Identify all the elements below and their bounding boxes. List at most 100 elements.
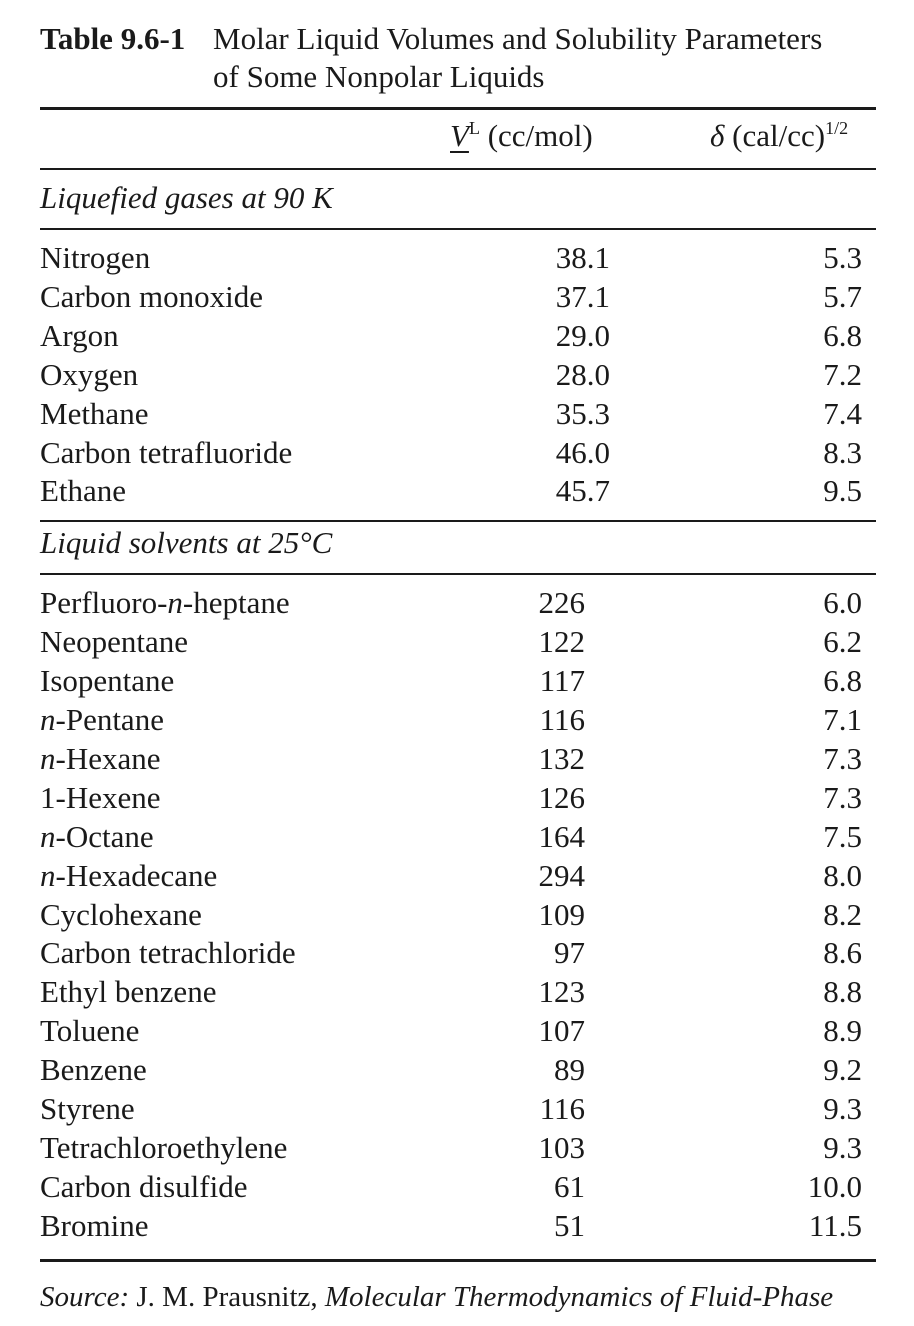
- molar-volume-value: 122: [538, 624, 586, 660]
- table-row: 1-Hexene 126 7.3: [40, 778, 876, 817]
- table-row: Toluene 107 8.9: [40, 1011, 876, 1050]
- liquid-name: Tetrachloroethylene: [40, 1129, 288, 1165]
- table-row: Tetrachloroethylene 103 9.3: [40, 1128, 876, 1167]
- solubility-parameter-value: 10.0: [807, 1168, 862, 1204]
- solubility-parameter-value: 6.8: [823, 317, 862, 353]
- solubility-parameter-value: 5.7: [823, 278, 862, 314]
- solubility-parameter-value: 9.3: [823, 1129, 862, 1165]
- table-row: Carbon tetrachloride 97 8.6: [40, 933, 876, 972]
- table-row: Ethyl benzene 123 8.8: [40, 972, 876, 1011]
- liquid-name: n-Pentane: [40, 702, 164, 737]
- section-heading: Liquefied gases at 90 K: [40, 180, 333, 215]
- molar-volume-value: 117: [539, 663, 585, 699]
- bottom-rule: [40, 1259, 876, 1262]
- solubility-parameter-value: 7.5: [823, 818, 862, 854]
- liquid-name: Nitrogen: [40, 240, 151, 275]
- section-end-rule: [40, 520, 876, 522]
- molar-volume-value: 107: [538, 1013, 586, 1049]
- liquid-name: Ethyl benzene: [40, 974, 217, 1010]
- molar-volume-value: 89: [554, 1052, 585, 1088]
- solubility-parameter-value: 8.0: [823, 857, 862, 893]
- molar-volume-value: 132: [538, 740, 586, 776]
- liquid-name: Cyclohexane: [40, 896, 202, 932]
- molar-volume-value: 164: [538, 818, 586, 854]
- table-row: Cyclohexane 109 8.2: [40, 895, 876, 934]
- liquid-name: n-Hexadecane: [40, 857, 218, 893]
- liquid-name: Styrene: [40, 1091, 135, 1126]
- table-row: Ethane 45.7 9.5: [40, 471, 876, 510]
- solubility-parameter-value: 7.1: [823, 702, 862, 737]
- liquid-name: Carbon monoxide: [40, 278, 263, 314]
- table-row: Bromine 51 11.5: [40, 1206, 876, 1245]
- table-row: Argon 29.0 6.8: [40, 316, 876, 355]
- section-heading: Liquid solvents at 25°C: [40, 525, 333, 561]
- molar-volume-value: 61: [554, 1168, 585, 1204]
- table-row: Oxygen 28.0 7.2: [40, 355, 876, 394]
- table-row: n-Hexane 132 7.3: [40, 739, 876, 778]
- liquid-name: Argon: [40, 317, 119, 353]
- molar-volume-value: 29.0: [555, 317, 610, 353]
- source-note: Source: J. M. Prausnitz, Molecular Therm…: [40, 1281, 834, 1313]
- liquid-name: Carbon tetrafluoride: [40, 434, 293, 470]
- liquid-name: Neopentane: [40, 624, 189, 660]
- molar-volume-value: 109: [538, 896, 586, 932]
- solubility-parameter-value: 7.3: [823, 779, 862, 815]
- solubility-parameter-value: 9.3: [823, 1091, 862, 1126]
- liquid-name: Methane: [40, 395, 149, 431]
- liquid-name: Carbon tetrachloride: [40, 935, 296, 971]
- molar-volume-value: 226: [538, 585, 586, 621]
- solubility-parameter-value: 11.5: [808, 1207, 862, 1243]
- solubility-parameter-value: 6.2: [823, 624, 862, 660]
- column-header-solubility: δ (cal/cc)1/2: [710, 118, 849, 153]
- liquid-name: Bromine: [40, 1207, 149, 1243]
- solubility-parameter-value: 5.3: [823, 240, 862, 275]
- molar-volume-value: 51: [554, 1207, 585, 1243]
- molar-volume-value: 97: [554, 935, 585, 971]
- solubility-parameter-value: 7.2: [823, 356, 862, 392]
- table-number: Table 9.6-1: [40, 21, 186, 56]
- table-row: Benzene 89 9.2: [40, 1050, 876, 1089]
- liquid-name: Perfluoro-n-heptane: [40, 585, 290, 621]
- solubility-parameter-value: 6.8: [823, 663, 862, 699]
- liquid-name: n-Octane: [40, 818, 154, 854]
- solubility-parameter-value: 7.3: [823, 740, 862, 776]
- solubility-parameter-value: 8.3: [823, 434, 862, 470]
- table-row: n-Octane 164 7.5: [40, 817, 876, 856]
- table-row: Carbon disulfide 61 10.0: [40, 1167, 876, 1206]
- solubility-parameter-value: 9.2: [823, 1052, 862, 1088]
- solubility-parameter-value: 8.8: [823, 974, 862, 1010]
- molar-volume-value: 116: [539, 1091, 585, 1126]
- liquid-name: Ethane: [40, 473, 127, 509]
- molar-volume-value: 123: [538, 974, 586, 1010]
- solubility-parameter-value: 6.0: [823, 585, 862, 621]
- table-row: Isopentane 117 6.8: [40, 661, 876, 700]
- molar-volume-value: 116: [539, 702, 585, 737]
- solubility-parameter-value: 7.4: [823, 395, 862, 431]
- column-header-volume: VL (cc/mol): [450, 118, 593, 153]
- molar-volume-value: 45.7: [555, 473, 610, 509]
- molar-volume-value: 37.1: [555, 278, 610, 314]
- liquid-name: Toluene: [40, 1013, 140, 1049]
- molar-volume-value: 103: [538, 1129, 586, 1165]
- liquid-name: Carbon disulfide: [40, 1168, 248, 1204]
- table-title: Molar Liquid Volumes and Solubility Para…: [213, 21, 823, 94]
- solubility-parameter-value: 8.9: [823, 1013, 862, 1049]
- table-row: Nitrogen 38.1 5.3: [40, 238, 876, 277]
- liquid-name: Benzene: [40, 1052, 147, 1088]
- molar-volume-value: 126: [538, 779, 586, 815]
- table-row: Neopentane 122 6.2: [40, 622, 876, 661]
- molar-volume-value: 294: [538, 857, 586, 893]
- liquid-name: n-Hexane: [40, 740, 161, 776]
- molar-volume-value: 35.3: [555, 395, 610, 431]
- liquid-name: Oxygen: [40, 356, 139, 392]
- table-row: Perfluoro-n-heptane 226 6.0: [40, 583, 876, 622]
- molar-volume-value: 46.0: [555, 434, 610, 470]
- top-rule: [40, 107, 876, 110]
- table-row: Styrene 116 9.3: [40, 1089, 876, 1128]
- table-row: n-Pentane 116 7.1: [40, 700, 876, 739]
- molar-volume-value: 28.0: [555, 356, 610, 392]
- section-rule: [40, 228, 876, 230]
- liquid-name: Isopentane: [40, 663, 175, 699]
- molar-volume-value: 38.1: [555, 240, 610, 275]
- section-rule: [40, 573, 876, 575]
